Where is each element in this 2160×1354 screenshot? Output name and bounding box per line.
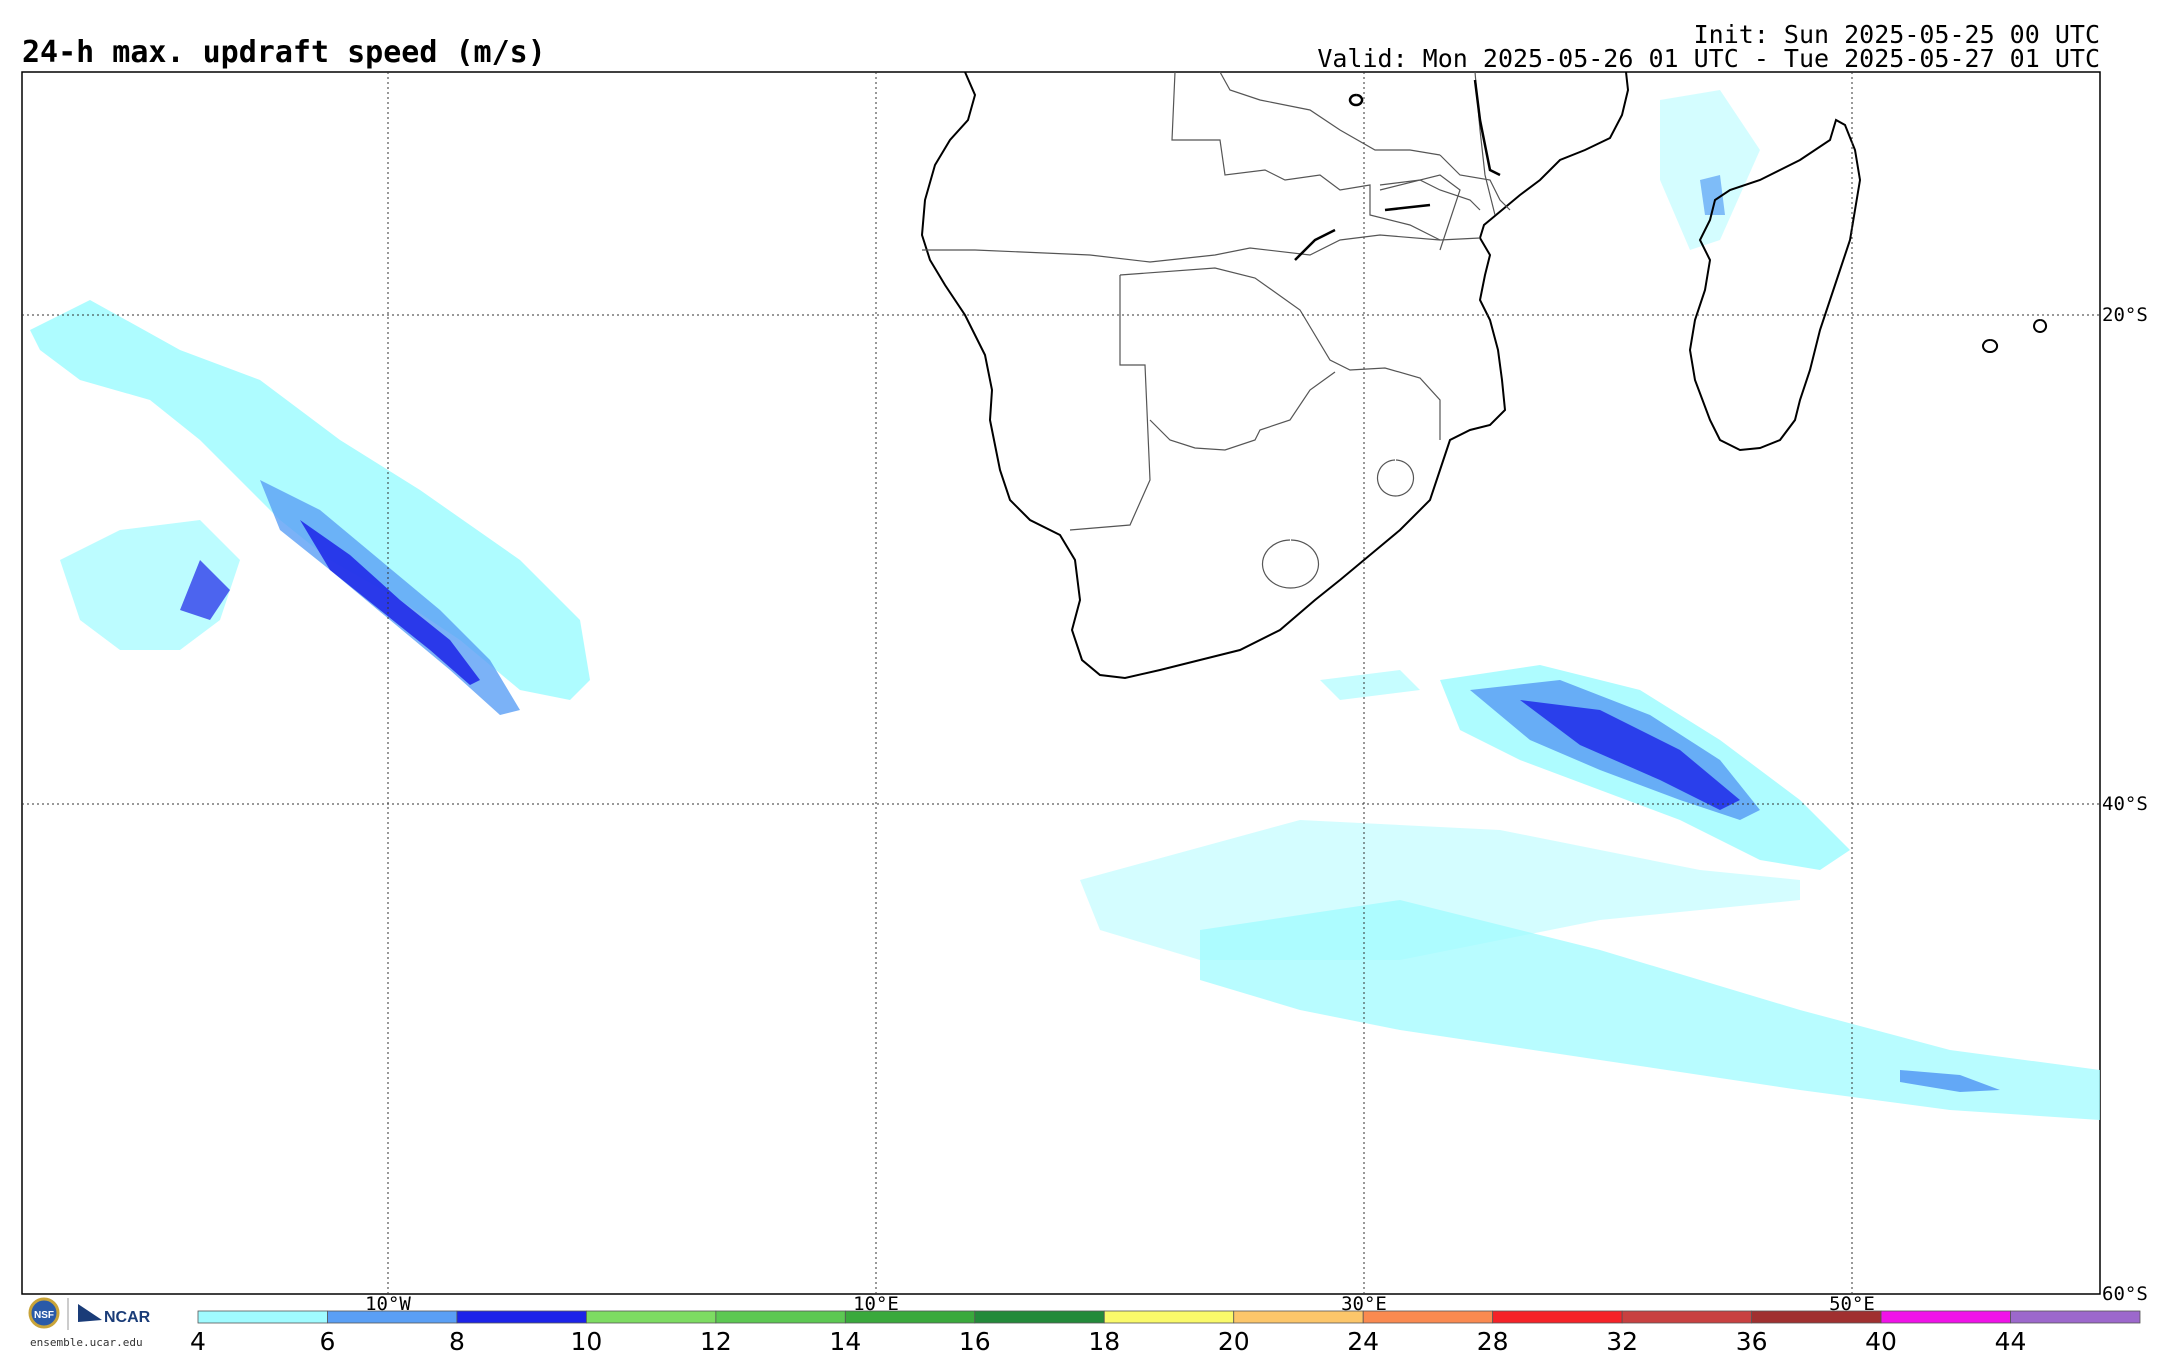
nsf-logo-icon bbox=[28, 1297, 60, 1329]
colorbar-tick-label: 10 bbox=[570, 1327, 602, 1354]
colorbar-swatch bbox=[1233, 1310, 1364, 1324]
colorbar-tick-label: 16 bbox=[959, 1327, 991, 1354]
south-band-core bbox=[1900, 1070, 2000, 1092]
colorbar-swatch bbox=[1751, 1310, 1882, 1324]
border-sa-north bbox=[1149, 371, 1336, 451]
border-botswana-west bbox=[1069, 275, 1151, 531]
updraft-field bbox=[30, 90, 2100, 1120]
lon-label-30e: 30°E bbox=[1341, 1293, 1387, 1315]
colorbar: 4 6 8 10 12 14 16 18 20 24 28 32 36 40 44 bbox=[190, 1310, 2141, 1354]
footer-url: ensemble.ucar.edu bbox=[30, 1336, 143, 1349]
colorbar-swatch bbox=[1621, 1310, 1752, 1324]
south-band-light bbox=[1200, 900, 2100, 1120]
border-botswana-east bbox=[1119, 267, 1441, 440]
coastlines bbox=[920, 71, 2048, 680]
colorbar-swatch bbox=[197, 1310, 328, 1324]
colorbar-tick-label: 8 bbox=[449, 1327, 465, 1354]
colorbar-swatch bbox=[715, 1310, 846, 1324]
colorbar-tick-label: 28 bbox=[1477, 1327, 1509, 1354]
colorbar-swatch bbox=[844, 1310, 976, 1324]
border-zimbabwe-moz bbox=[1379, 179, 1481, 211]
colorbar-tick-label: 32 bbox=[1606, 1327, 1638, 1354]
west-swath-core bbox=[300, 520, 480, 685]
reunion-coastline bbox=[2033, 319, 2048, 333]
map-frame bbox=[21, 71, 2101, 1295]
colorbar-tick-label: 36 bbox=[1736, 1327, 1768, 1354]
lat-label-40s: 40°S bbox=[2102, 793, 2148, 815]
border-zambia-south bbox=[1171, 71, 1441, 241]
colorbar-tick-label: 20 bbox=[1218, 1327, 1250, 1354]
colorbar-tick-label: 40 bbox=[1865, 1327, 1897, 1354]
lake-kariba bbox=[1294, 228, 1336, 261]
border-zambia-north bbox=[1219, 71, 1441, 156]
lake-bangweulu bbox=[1348, 93, 1364, 107]
lesotho-border bbox=[1261, 539, 1320, 589]
lat-label-20s: 20°S bbox=[2102, 304, 2148, 326]
mozambique-channel-core bbox=[1700, 175, 1725, 215]
colorbar-swatch bbox=[586, 1310, 717, 1324]
ncar-logo-text: NCAR bbox=[104, 1309, 151, 1326]
colorbar-swatch bbox=[1492, 1310, 1623, 1324]
ncar-logo-icon bbox=[78, 1304, 102, 1322]
nsf-logo-text: NSF bbox=[34, 1310, 54, 1321]
colorbar-swatch bbox=[1880, 1310, 2011, 1324]
lon-label-10w: 10°W bbox=[365, 1293, 411, 1315]
colorbar-tick-label: 44 bbox=[1995, 1327, 2027, 1354]
madagascar-coastline bbox=[1688, 118, 1862, 452]
valid-time: Valid: Mon 2025-05-26 01 UTC - Tue 2025-… bbox=[1317, 44, 2100, 73]
colorbar-tick-label: 6 bbox=[320, 1327, 336, 1354]
colorbar-swatch bbox=[1362, 1310, 1494, 1324]
colorbar-swatch bbox=[1103, 1310, 1235, 1324]
border-mozambique-west bbox=[1379, 174, 1461, 251]
colorbar-tick-label: 18 bbox=[1088, 1327, 1120, 1354]
south-africa-coastal-cell bbox=[1320, 670, 1420, 700]
map-panel bbox=[21, 71, 2101, 1295]
mauritius-coastline bbox=[1982, 339, 1999, 353]
colorbar-swatch bbox=[974, 1310, 1105, 1324]
lakes bbox=[1294, 79, 1501, 261]
graticule bbox=[22, 72, 2100, 1294]
country-borders bbox=[922, 71, 1511, 589]
init-time: Init: Sun 2025-05-25 00 UTC bbox=[1694, 20, 2100, 49]
colorbar-swatch bbox=[456, 1310, 587, 1324]
colorbar-tick-label: 4 bbox=[190, 1327, 206, 1354]
lat-label-60s: 60°S bbox=[2102, 1283, 2148, 1305]
lake-cahora-bassa bbox=[1384, 203, 1431, 212]
footer-logos: NSF NCAR ensemble.ucar.edu bbox=[28, 1297, 151, 1349]
lake-malawi bbox=[1473, 79, 1501, 177]
west-swath-tail bbox=[60, 520, 240, 650]
mozambique-channel-cells bbox=[1660, 90, 1760, 250]
se-swath-core bbox=[1520, 700, 1740, 810]
west-swath-core2 bbox=[180, 560, 230, 620]
colorbar-swatch bbox=[327, 1310, 458, 1324]
colorbar-tick-label: 12 bbox=[700, 1327, 732, 1354]
lon-label-50e: 50°E bbox=[1829, 1293, 1875, 1315]
colorbar-tick-label: 14 bbox=[829, 1327, 861, 1354]
border-angola-south bbox=[922, 234, 1481, 263]
west-swath-light bbox=[30, 300, 590, 700]
border-malawi bbox=[1439, 154, 1511, 211]
lon-label-10e: 10°E bbox=[853, 1293, 899, 1315]
colorbar-tick-label: 24 bbox=[1347, 1327, 1379, 1354]
map-title: 24-h max. updraft speed (m/s) bbox=[22, 35, 546, 70]
eswatini-border bbox=[1376, 459, 1415, 497]
colorbar-swatch bbox=[2010, 1310, 2141, 1324]
africa-coastline bbox=[920, 71, 1630, 680]
